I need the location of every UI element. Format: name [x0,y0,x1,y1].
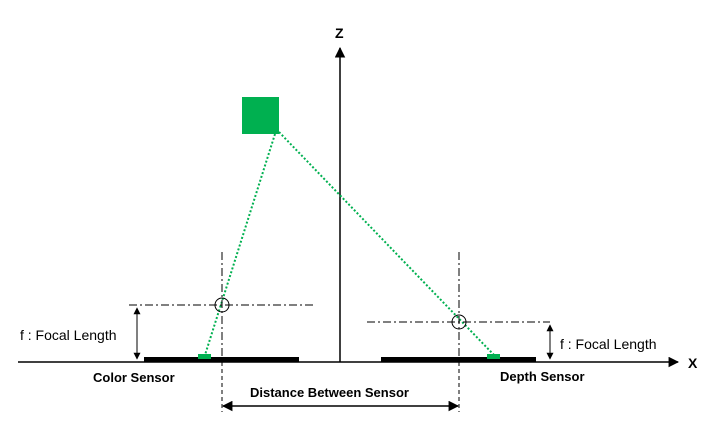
depth-sensor-label: Depth Sensor [500,369,585,384]
x-axis-label: X [688,355,698,371]
distance-between-label: Distance Between Sensor [250,385,409,400]
depth-lens-center-icon [451,314,467,330]
object-square [242,97,279,134]
color-sensor-pixel [198,354,211,359]
ray-to-color-sensor [204,133,276,356]
z-axis-label: Z [335,25,344,41]
focal-length-left-label: f : Focal Length [20,327,117,343]
color-lens-center-icon [214,297,230,313]
color-sensor-label: Color Sensor [93,370,175,385]
focal-length-right-label: f : Focal Length [560,336,657,352]
depth-sensor-pixel [487,354,500,359]
